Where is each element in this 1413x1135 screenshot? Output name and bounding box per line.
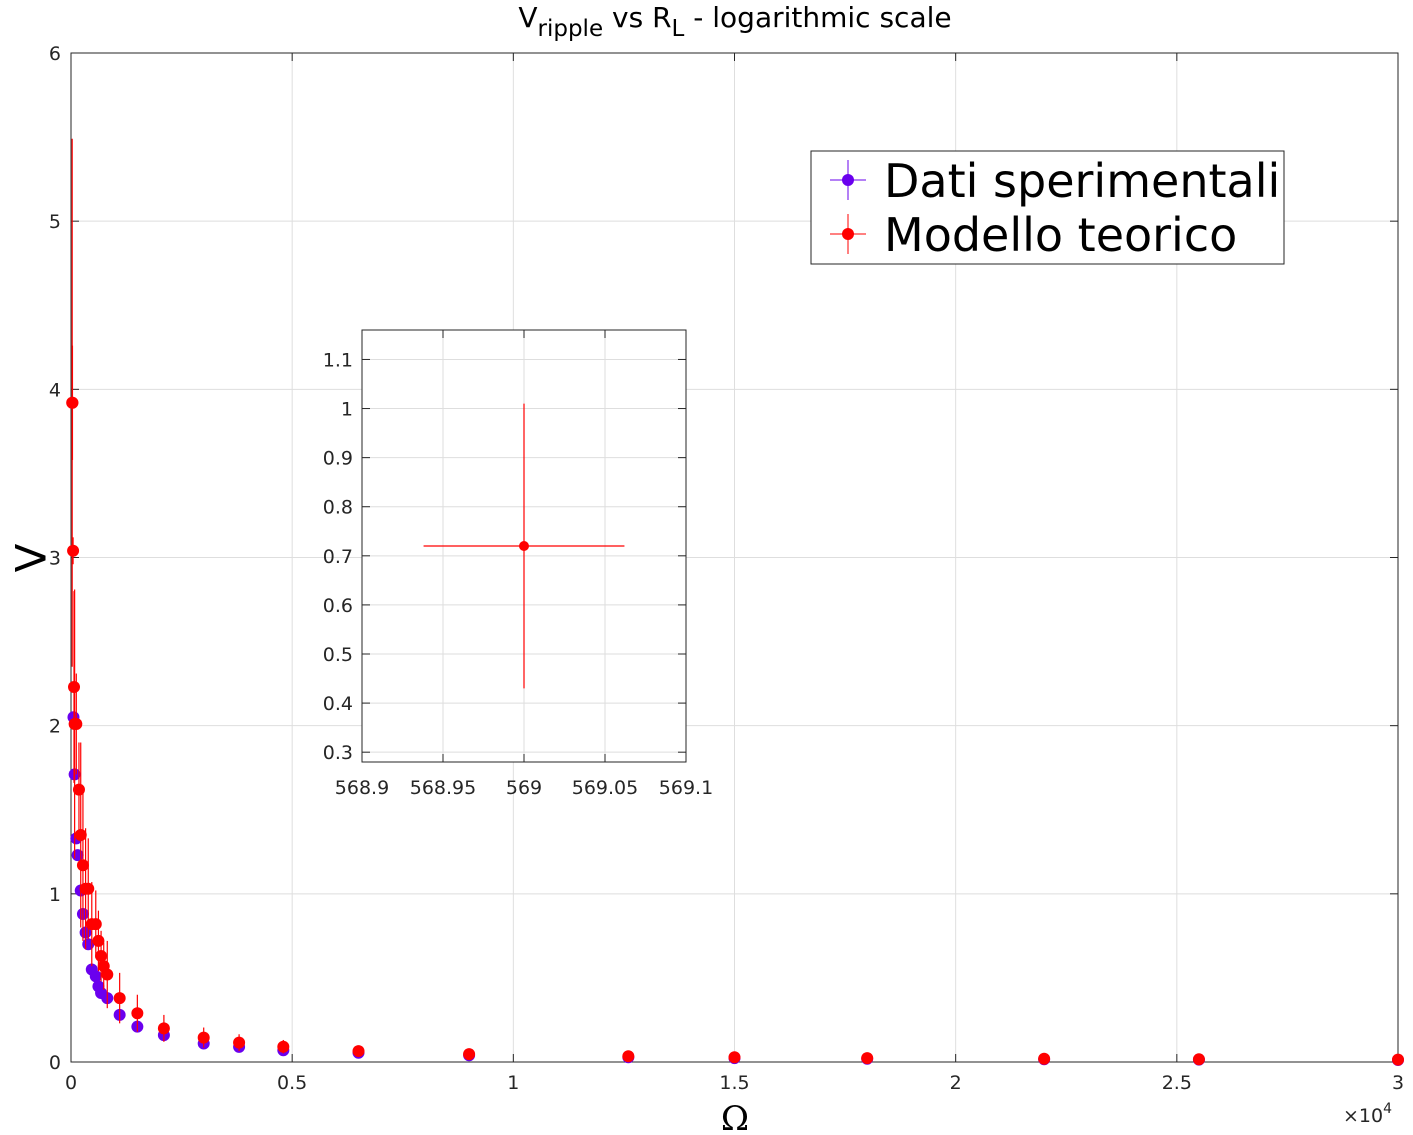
inset-x-tick-label: 569 — [506, 777, 542, 799]
data-point — [197, 1031, 210, 1044]
main-x-tick-label: 0 — [65, 1072, 77, 1094]
legend-item-model: Modello teorico — [830, 208, 1237, 262]
legend: Dati sperimentali Modello teorico — [810, 150, 1285, 265]
inset-plot: 568.9 568.95 569 569.05 569.1 0.30.40.50.60.… — [323, 329, 713, 799]
inset-y-tick-label: 0.8 — [323, 497, 353, 519]
main-y-tick-label: 5 — [49, 211, 61, 233]
data-point — [622, 1050, 635, 1063]
legend-label-model: Modello teorico — [884, 208, 1237, 262]
inset-x-tick-label: 568.95 — [410, 777, 476, 799]
data-point — [861, 1052, 874, 1065]
inset-y-tick-label: 0.3 — [323, 742, 353, 764]
data-point — [463, 1048, 476, 1061]
legend-box — [810, 150, 1285, 265]
inset-y-tick-label: 1.1 — [323, 349, 353, 371]
inset-x-tick-label: 569.1 — [659, 777, 713, 799]
inset-x-ticks: 568.9 568.95 569 569.05 569.1 — [335, 330, 713, 799]
data-point — [728, 1051, 741, 1064]
inset-data-point — [519, 541, 529, 551]
main-plot: 0 0.5 1 1.5 2 2.5 3 0 1 2 3 4 5 6 Vripple vs RL - lo… — [7, 1, 1405, 1135]
data-point — [66, 396, 79, 409]
main-y-tick-label: 4 — [49, 379, 61, 401]
main-series — [66, 138, 1404, 1066]
main-y-tick-label: 2 — [49, 716, 61, 738]
legend-item-experimental: Dati sperimentali — [830, 154, 1280, 208]
inset-x-tick-label: 568.9 — [335, 777, 389, 799]
legend-label-experimental: Dati sperimentali — [884, 154, 1280, 208]
data-point — [131, 1007, 144, 1020]
main-x-tick-label: 2.5 — [1162, 1072, 1192, 1094]
main-x-tick-label: 2 — [950, 1072, 962, 1094]
x-axis-exponent: ×104 — [1343, 1101, 1392, 1127]
inset-y-tick-label: 1 — [341, 399, 353, 421]
data-point — [1192, 1053, 1205, 1066]
inset-y-ticks: 0.3 0.4 0.5 0.6 0.7 0.8 0.9 1 1.1 — [323, 349, 686, 764]
data-point — [89, 918, 102, 931]
inset-y-tick-label: 0.6 — [323, 595, 353, 617]
legend-marker-experimental — [842, 174, 854, 186]
data-point — [67, 544, 80, 557]
inset-axes-box — [361, 329, 687, 763]
data-point — [233, 1036, 246, 1049]
data-point — [1392, 1053, 1404, 1066]
main-y-tick-label: 0 — [49, 1052, 61, 1074]
chart-title: Vripple vs RL - logarithmic scale — [518, 1, 951, 42]
data-point — [82, 882, 95, 895]
inset-series — [423, 403, 625, 689]
inset-y-tick-label: 0.4 — [323, 693, 353, 715]
main-x-tick-label: 0.5 — [277, 1072, 307, 1094]
main-y-tick-label: 1 — [49, 884, 61, 906]
legend-marker-model — [842, 228, 854, 240]
data-point — [352, 1045, 365, 1058]
main-x-ticks: 0 0.5 1 1.5 2 2.5 3 — [65, 53, 1404, 1094]
data-point — [74, 828, 87, 841]
data-point — [1038, 1052, 1051, 1065]
inset-y-tick-label: 0.7 — [323, 546, 353, 568]
inset-x-tick-label: 569.05 — [572, 777, 638, 799]
inset-y-tick-label: 0.5 — [323, 644, 353, 666]
main-x-tick-label: 3 — [1392, 1072, 1404, 1094]
data-point — [113, 992, 126, 1005]
main-x-tick-label: 1 — [507, 1072, 519, 1094]
data-point — [72, 783, 85, 796]
main-y-ticks: 0 1 2 3 4 5 6 — [49, 43, 1398, 1074]
data-point — [277, 1040, 290, 1053]
main-y-tick-label: 3 — [49, 548, 61, 570]
main-x-tick-label: 1.5 — [719, 1072, 749, 1094]
data-point — [70, 717, 83, 730]
data-point — [76, 859, 89, 872]
data-point — [68, 680, 81, 693]
series-experimental — [67, 711, 1404, 1066]
data-point — [89, 970, 102, 983]
data-point — [92, 934, 105, 947]
data-point — [157, 1022, 170, 1035]
data-point — [95, 950, 108, 963]
y-axis-label: V — [7, 543, 56, 572]
inset-y-tick-label: 0.9 — [323, 448, 353, 470]
data-point — [101, 968, 114, 981]
data-point — [82, 938, 95, 951]
x-axis-label: Ω — [721, 1099, 749, 1135]
series-model — [66, 138, 1404, 1066]
main-y-tick-label: 6 — [49, 43, 61, 65]
